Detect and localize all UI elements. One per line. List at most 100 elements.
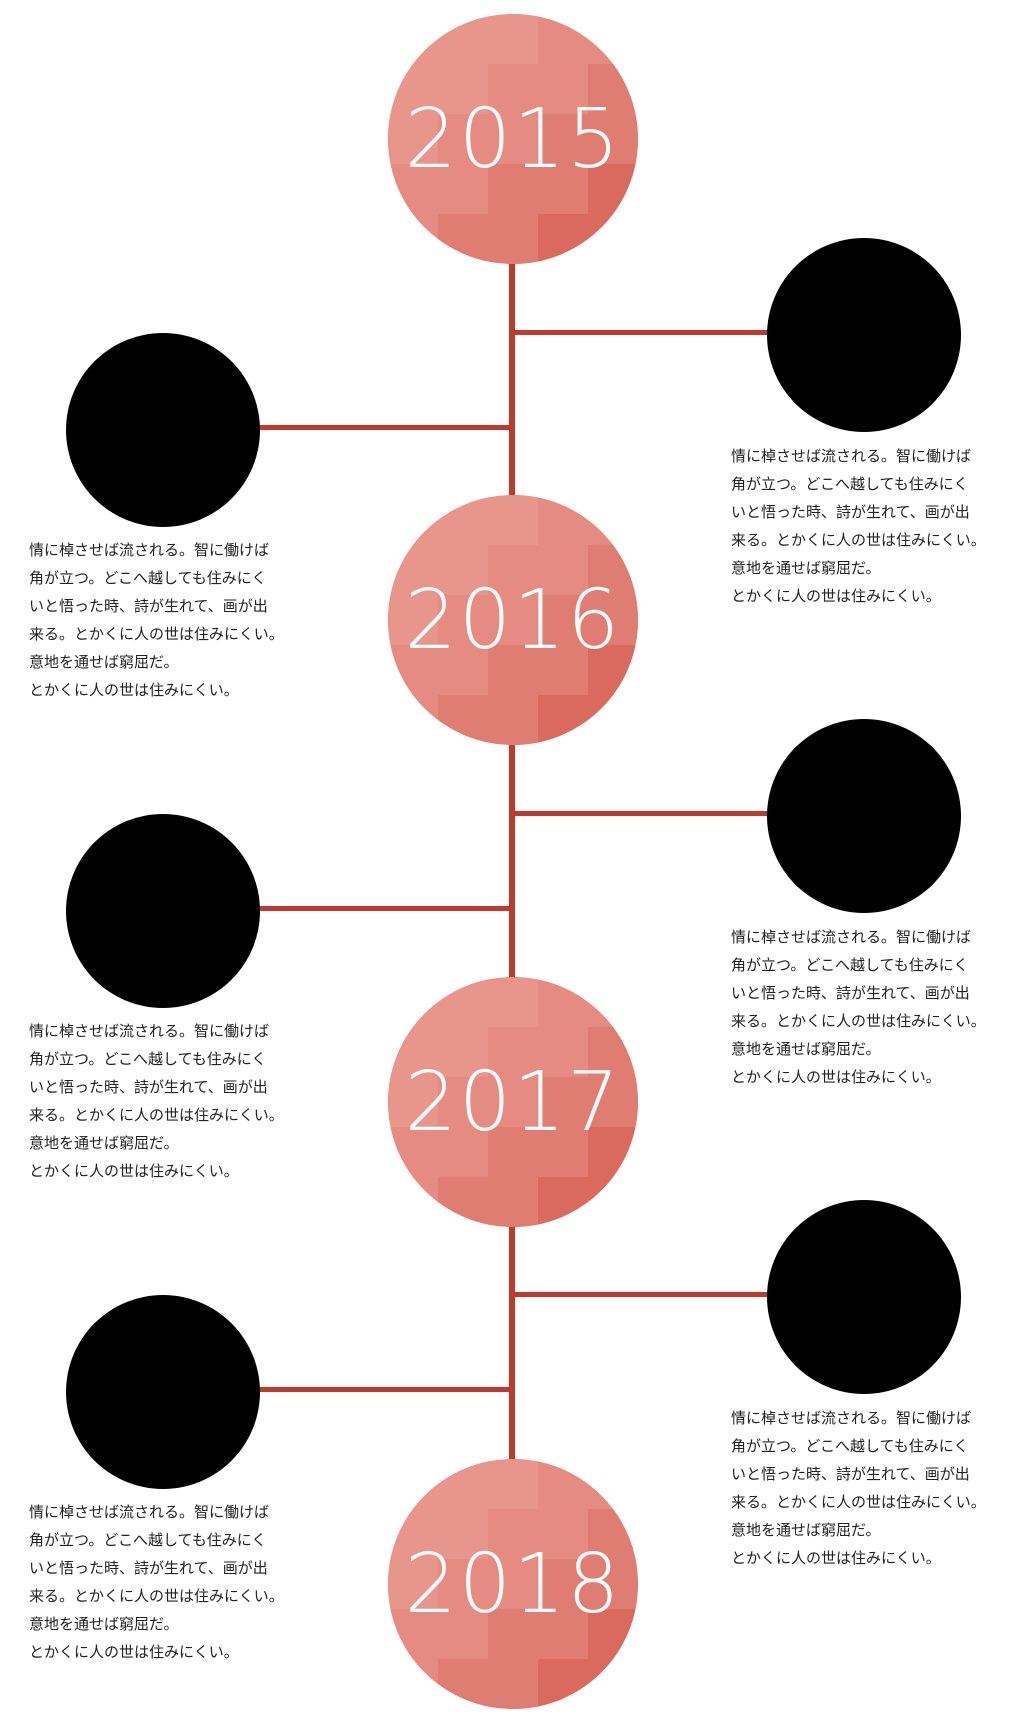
mosaic-tile [588, 595, 638, 645]
mosaic-tile [588, 1459, 638, 1509]
mosaic-tile [488, 495, 538, 545]
mosaic-tile [438, 695, 488, 745]
event-description-2: 情に棹させば流される。智に働けば 角が立つ。どこへ越しても住みにく いと悟った時… [29, 541, 284, 699]
mosaic-tile [388, 977, 438, 1027]
mosaic-tile [388, 214, 438, 264]
branch-line-1 [512, 330, 770, 335]
mosaic-tile [588, 495, 638, 545]
mosaic-tile [488, 1509, 538, 1559]
mosaic-tile [538, 14, 588, 64]
mosaic-tile [388, 595, 438, 645]
year-circle-2016: 2016 [388, 495, 638, 745]
mosaic-tile [588, 1177, 638, 1227]
mosaic-tile [438, 1027, 488, 1077]
mosaic-tile [488, 977, 538, 1027]
mosaic-tile [588, 1127, 638, 1177]
mosaic-tile [488, 64, 538, 114]
mosaic-tile [538, 1027, 588, 1077]
mosaic-tile [438, 114, 488, 164]
branch-line-6 [255, 1387, 512, 1392]
mosaic-tile [488, 114, 538, 164]
mosaic-tile [438, 164, 488, 214]
mosaic-tile [538, 695, 588, 745]
year-circle-2018: 2018 [388, 1459, 638, 1709]
branch-line-2 [255, 425, 512, 430]
mosaic-tile [438, 1177, 488, 1227]
mosaic-tile [538, 645, 588, 695]
mosaic-tile [488, 1609, 538, 1659]
event-image-4 [66, 814, 260, 1008]
mosaic-tile [488, 1027, 538, 1077]
mosaic-tile [438, 1077, 488, 1127]
mosaic-tile [538, 64, 588, 114]
year-label: 2017 [404, 1054, 622, 1150]
year-label: 2016 [404, 572, 622, 668]
branch-line-4 [255, 906, 512, 911]
mosaic-tile [538, 1509, 588, 1559]
mosaic-tile [438, 1559, 488, 1609]
event-image-5 [767, 1200, 961, 1394]
mosaic-tile [438, 1659, 488, 1709]
mosaic-tile [588, 695, 638, 745]
event-description-3: 情に棹させば流される。智に働けば 角が立つ。どこへ越しても住みにく いと悟った時… [731, 928, 986, 1086]
mosaic-tile [538, 545, 588, 595]
mosaic-tile [488, 1459, 538, 1509]
mosaic-tile [388, 164, 438, 214]
mosaic-tile [388, 1077, 438, 1127]
mosaic-tile [538, 1659, 588, 1709]
mosaic-tile [538, 977, 588, 1027]
mosaic-tile [438, 1609, 488, 1659]
branch-line-5 [512, 1292, 770, 1297]
mosaic-tile [438, 977, 488, 1027]
mosaic-tile [488, 14, 538, 64]
mosaic-tile [588, 977, 638, 1027]
mosaic-tile [438, 1459, 488, 1509]
event-image-3 [767, 719, 961, 913]
mosaic-tile [488, 1177, 538, 1227]
mosaic-tile [538, 114, 588, 164]
mosaic-tile [438, 214, 488, 264]
event-image-2 [66, 333, 260, 527]
mosaic-tile [488, 1077, 538, 1127]
mosaic-tile [438, 64, 488, 114]
mosaic-tile [388, 1027, 438, 1077]
mosaic-tile [388, 1559, 438, 1609]
mosaic-tile [438, 545, 488, 595]
mosaic-tile [488, 1559, 538, 1609]
mosaic-tile [538, 1177, 588, 1227]
event-description-4: 情に棹させば流される。智に働けば 角が立つ。どこへ越しても住みにく いと悟った時… [29, 1022, 284, 1180]
mosaic-tile [538, 214, 588, 264]
mosaic-tile [488, 595, 538, 645]
mosaic-tile [388, 1459, 438, 1509]
mosaic-tile [388, 114, 438, 164]
mosaic-tile [588, 545, 638, 595]
year-circle-2017: 2017 [388, 977, 638, 1227]
event-image-6 [66, 1295, 260, 1489]
mosaic-tile [388, 64, 438, 114]
event-description-5: 情に棹させば流される。智に働けば 角が立つ。どこへ越しても住みにく いと悟った時… [731, 1409, 986, 1567]
event-description-1: 情に棹させば流される。智に働けば 角が立つ。どこへ越しても住みにく いと悟った時… [731, 447, 986, 605]
event-image-1 [767, 238, 961, 432]
mosaic-tile [488, 164, 538, 214]
mosaic-tile [488, 1659, 538, 1709]
mosaic-tile [438, 595, 488, 645]
mosaic-tile [438, 1509, 488, 1559]
mosaic-tile [488, 214, 538, 264]
mosaic-tile [588, 1559, 638, 1609]
mosaic-tile [538, 495, 588, 545]
mosaic-tile [388, 14, 438, 64]
mosaic-tile [388, 695, 438, 745]
mosaic-tile [388, 1127, 438, 1177]
year-circle-2015: 2015 [388, 14, 638, 264]
mosaic-tile [438, 14, 488, 64]
mosaic-tile [488, 645, 538, 695]
mosaic-tile [538, 1459, 588, 1509]
mosaic-tile [388, 1609, 438, 1659]
mosaic-tile [588, 164, 638, 214]
mosaic-tile [388, 1659, 438, 1709]
mosaic-tile [488, 545, 538, 595]
year-label: 2015 [404, 91, 622, 187]
mosaic-tile [438, 645, 488, 695]
mosaic-tile [588, 1609, 638, 1659]
event-description-6: 情に棹させば流される。智に働けば 角が立つ。どこへ越しても住みにく いと悟った時… [29, 1503, 284, 1661]
